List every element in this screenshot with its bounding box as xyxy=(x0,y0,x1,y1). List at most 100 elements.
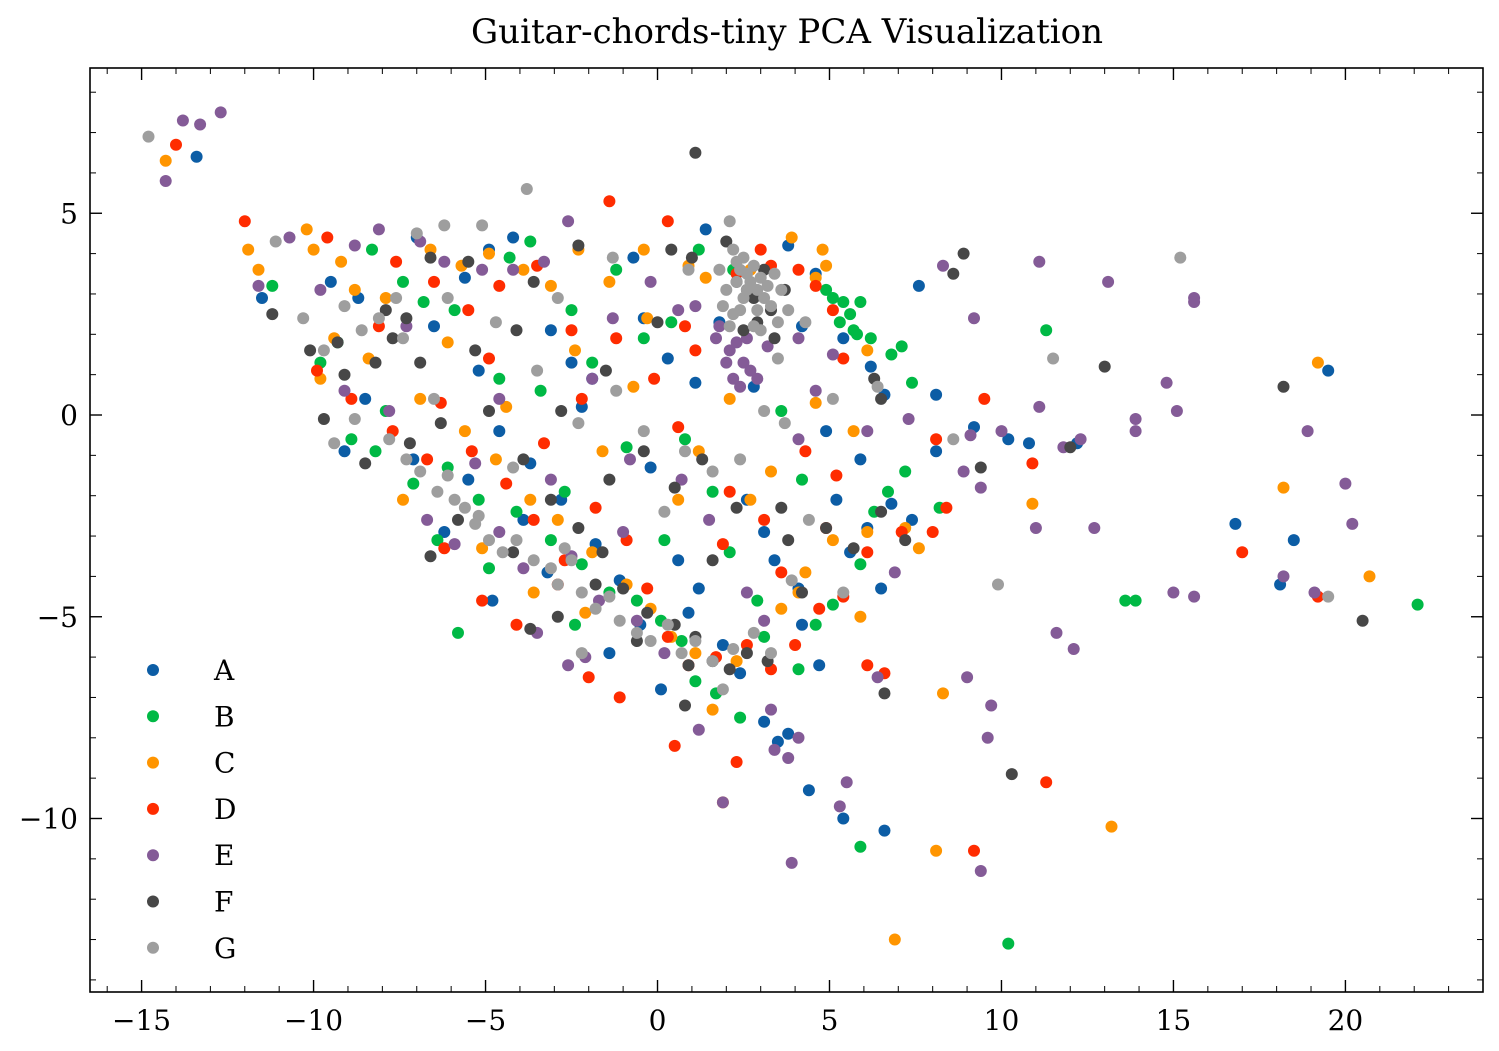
point-A-47 xyxy=(878,824,891,837)
point-E-14 xyxy=(562,215,575,228)
point-E-76 xyxy=(448,538,461,551)
point-F-68 xyxy=(317,413,330,425)
point-E-86 xyxy=(740,586,753,599)
point-C-51 xyxy=(1363,570,1376,583)
point-F-71 xyxy=(469,344,482,357)
point-E-32 xyxy=(809,384,822,397)
point-G-55 xyxy=(414,465,427,478)
point-D-37 xyxy=(813,602,826,615)
point-G-76 xyxy=(661,618,674,631)
point-C-16 xyxy=(699,271,712,284)
point-B-20 xyxy=(864,332,877,345)
point-E-60 xyxy=(1050,626,1063,639)
point-A-52 xyxy=(885,497,898,510)
point-C-67 xyxy=(500,400,513,413)
point-E-13 xyxy=(538,255,550,268)
point-G-71 xyxy=(589,602,602,615)
point-A-31 xyxy=(493,425,506,438)
point-G-19 xyxy=(754,271,767,284)
point-E-15 xyxy=(606,312,619,325)
point-A-53 xyxy=(906,513,918,526)
point-G-75 xyxy=(644,635,657,647)
point-A-38 xyxy=(672,554,685,567)
point-G-52 xyxy=(348,413,361,425)
point-E-36 xyxy=(937,259,949,272)
point-G-10 xyxy=(723,215,736,228)
point-A-57 xyxy=(644,461,657,474)
point-G-104 xyxy=(785,574,798,587)
point-F-25 xyxy=(768,332,781,345)
point-A-72 xyxy=(689,376,702,389)
point-A-77 xyxy=(682,606,695,619)
point-G-79 xyxy=(706,655,719,668)
legend-marker xyxy=(147,710,159,723)
point-C-72 xyxy=(641,312,654,325)
point-C-53 xyxy=(569,344,581,357)
point-E-102 xyxy=(617,526,630,538)
point-F-15 xyxy=(685,251,698,264)
point-F-64 xyxy=(1098,360,1111,373)
point-B-61 xyxy=(854,840,867,853)
point-C-62 xyxy=(527,586,540,599)
point-A-20 xyxy=(837,332,850,345)
point-F-37 xyxy=(617,582,630,595)
point-D-65 xyxy=(830,469,843,482)
point-C-43 xyxy=(854,610,867,623)
point-B-23 xyxy=(906,376,918,389)
point-E-93 xyxy=(338,384,351,397)
point-D-72 xyxy=(775,566,788,579)
point-D-36 xyxy=(789,639,802,651)
legend-marker xyxy=(147,802,159,815)
point-A-39 xyxy=(692,582,705,595)
point-F-67 xyxy=(1005,768,1018,781)
point-E-30 xyxy=(727,372,740,385)
point-F-50 xyxy=(679,699,691,712)
point-G-91 xyxy=(507,461,520,474)
point-F-70 xyxy=(379,304,392,317)
point-A-1 xyxy=(256,292,268,304)
point-D-19 xyxy=(826,304,839,317)
point-C-49 xyxy=(1277,481,1290,494)
point-E-27 xyxy=(720,356,733,369)
point-D-11 xyxy=(661,215,674,228)
point-B-15 xyxy=(837,296,850,308)
point-F-4 xyxy=(304,344,317,357)
point-G-7 xyxy=(551,292,564,304)
point-D-54 xyxy=(613,691,626,704)
point-E-58 xyxy=(1167,586,1180,599)
point-D-46 xyxy=(861,659,874,672)
point-D-3 xyxy=(390,255,403,268)
point-G-74 xyxy=(630,626,643,639)
point-F-10 xyxy=(462,255,475,268)
point-A-64 xyxy=(1322,364,1335,377)
point-E-22 xyxy=(730,336,743,349)
point-E-39 xyxy=(957,465,970,478)
point-E-101 xyxy=(792,433,805,446)
legend-marker xyxy=(147,941,159,954)
point-E-73 xyxy=(716,796,729,809)
point-A-23 xyxy=(912,279,925,292)
point-B-13 xyxy=(820,283,833,296)
point-G-64 xyxy=(510,534,523,547)
legend-item-B: B xyxy=(147,700,235,733)
point-D-58 xyxy=(510,618,523,631)
point-B-65 xyxy=(586,356,599,369)
point-F-65 xyxy=(1277,380,1290,393)
point-B-67 xyxy=(775,405,788,417)
point-E-50 xyxy=(1188,296,1201,308)
point-D-9 xyxy=(603,195,616,208)
point-B-72 xyxy=(431,534,444,547)
point-G-85 xyxy=(637,425,650,438)
point-E-90 xyxy=(544,473,557,486)
legend-item-G: G xyxy=(147,932,236,965)
point-F-53 xyxy=(603,473,616,486)
point-G-28 xyxy=(727,308,740,321)
point-A-54 xyxy=(930,445,943,458)
legend-item-A: A xyxy=(147,654,235,687)
point-E-70 xyxy=(765,703,777,716)
point-F-51 xyxy=(452,513,464,526)
series-G xyxy=(142,130,1335,696)
point-A-59 xyxy=(768,554,781,567)
point-F-55 xyxy=(706,554,719,567)
point-C-28 xyxy=(524,493,537,506)
